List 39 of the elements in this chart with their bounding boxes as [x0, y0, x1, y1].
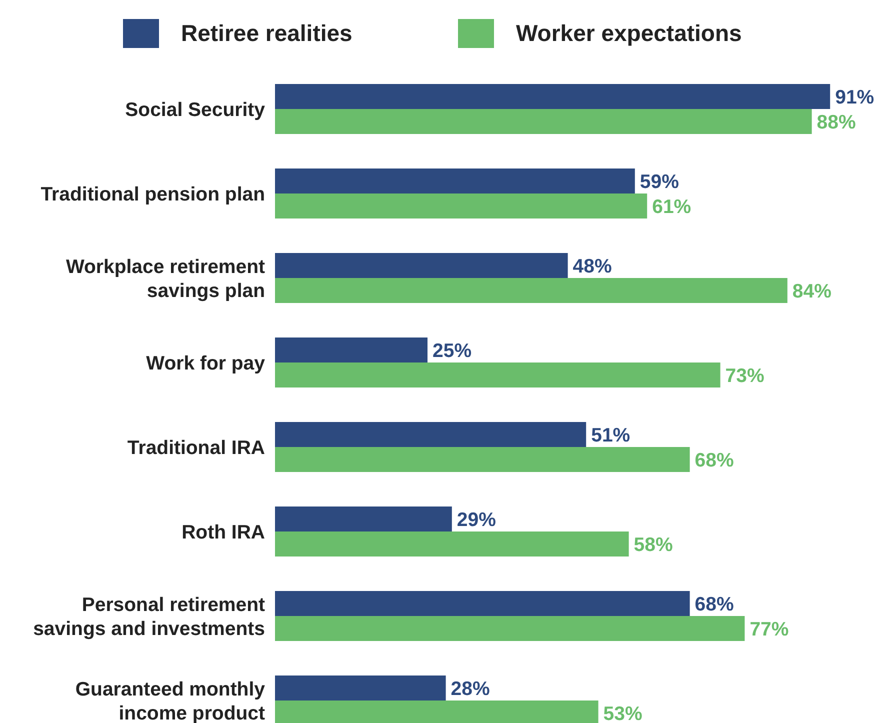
bar: [275, 338, 428, 362]
bar: [275, 109, 812, 134]
bar: [275, 194, 648, 218]
data-label: 51%: [591, 424, 630, 446]
bar: [275, 168, 635, 194]
bar: [275, 591, 690, 616]
data-label: 28%: [450, 678, 490, 700]
bar: [275, 253, 568, 278]
data-label: 84%: [792, 280, 832, 302]
bar: [275, 362, 720, 388]
data-label: 29%: [456, 509, 496, 531]
data-label: 25%: [432, 340, 472, 362]
data-label: 77%: [750, 618, 789, 640]
data-label: 61%: [652, 196, 692, 218]
y-tick-label: Work for pay: [146, 352, 266, 374]
bar: [275, 616, 745, 641]
bar: [275, 447, 690, 472]
data-label: 73%: [725, 365, 764, 387]
data-label: 59%: [640, 171, 679, 193]
data-label: 91%: [835, 86, 874, 108]
y-tick-label: Social Security: [125, 99, 266, 121]
legend-label: Worker expectations: [516, 20, 742, 46]
bar: [275, 84, 830, 109]
y-tick-label: Roth IRA: [182, 522, 265, 544]
bar: [275, 278, 788, 303]
y-tick-label: Traditional IRA: [127, 437, 265, 459]
bar: [275, 532, 629, 556]
data-label: 53%: [603, 703, 642, 723]
legend-label: Retiree realities: [181, 20, 352, 46]
y-tick-label: Personal retirement savings and investments: [33, 594, 266, 640]
data-label: 68%: [694, 450, 734, 472]
data-label: 68%: [694, 594, 734, 616]
y-tick-label: Workplace retirement savings plan: [66, 256, 266, 302]
bar: [275, 506, 452, 532]
bar: [275, 422, 586, 447]
y-tick-label: Traditional pension plan: [40, 184, 265, 206]
data-label: 88%: [816, 112, 856, 134]
data-label: 48%: [572, 256, 612, 278]
data-label: 58%: [634, 534, 673, 556]
